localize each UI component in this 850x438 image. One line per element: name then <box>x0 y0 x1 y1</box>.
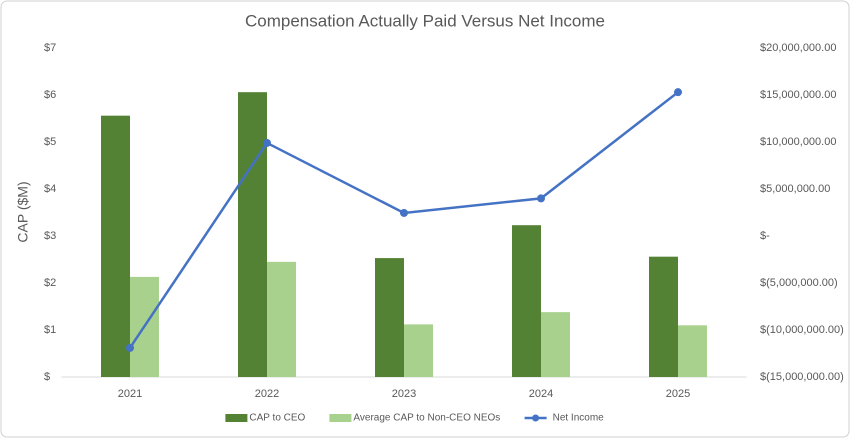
legend-label: Average CAP to Non-CEO NEOs <box>353 413 500 424</box>
legend-swatch-marker <box>532 414 540 422</box>
y2-tick-label: $10,000,000.00 <box>760 136 836 148</box>
y-tick-label: $5 <box>44 136 56 148</box>
bar <box>541 312 570 377</box>
y-tick-label: $6 <box>44 89 56 101</box>
line-marker <box>126 343 134 352</box>
line-marker <box>537 194 545 203</box>
y-tick-label: $2 <box>44 277 56 289</box>
line-marker <box>263 138 271 147</box>
x-tick-label: 2021 <box>118 388 142 400</box>
bar <box>512 225 541 377</box>
legend-swatch <box>225 414 248 422</box>
y2-tick-label: $20,000,000.00 <box>760 42 836 54</box>
x-tick-label: 2022 <box>255 388 279 400</box>
bar <box>375 258 404 377</box>
x-tick-label: 2023 <box>392 388 416 400</box>
y-tick-label: $ <box>44 371 50 383</box>
bar <box>678 325 707 377</box>
legend-swatch <box>329 414 352 422</box>
x-tick-label: 2024 <box>529 388 553 400</box>
chart-title: Compensation Actually Paid Versus Net In… <box>245 11 605 30</box>
legend-label: Net Income <box>553 413 605 424</box>
bar <box>649 256 678 377</box>
y2-tick-label: $(10,000,000.00) <box>760 324 844 336</box>
y2-tick-label: $5,000,000.00 <box>760 183 830 195</box>
y-tick-label: $3 <box>44 230 56 242</box>
y2-tick-label: $- <box>760 230 770 242</box>
bar <box>238 92 267 378</box>
line-marker <box>674 88 682 97</box>
y2-tick-label: $15,000,000.00 <box>760 89 836 101</box>
y-axis-title: CAP ($M) <box>15 181 31 242</box>
bar <box>267 261 296 377</box>
line-marker <box>400 208 408 217</box>
y2-tick-label: $(5,000,000.00) <box>760 277 838 289</box>
bar <box>101 115 130 378</box>
y2-tick-label: $(15,000,000.00) <box>760 371 844 383</box>
legend-label: CAP to CEO <box>249 413 305 424</box>
y-tick-label: $4 <box>44 183 56 195</box>
bar <box>404 324 433 377</box>
y-tick-label: $7 <box>44 42 56 54</box>
x-tick-label: 2025 <box>666 388 690 400</box>
y-tick-label: $1 <box>44 324 56 336</box>
